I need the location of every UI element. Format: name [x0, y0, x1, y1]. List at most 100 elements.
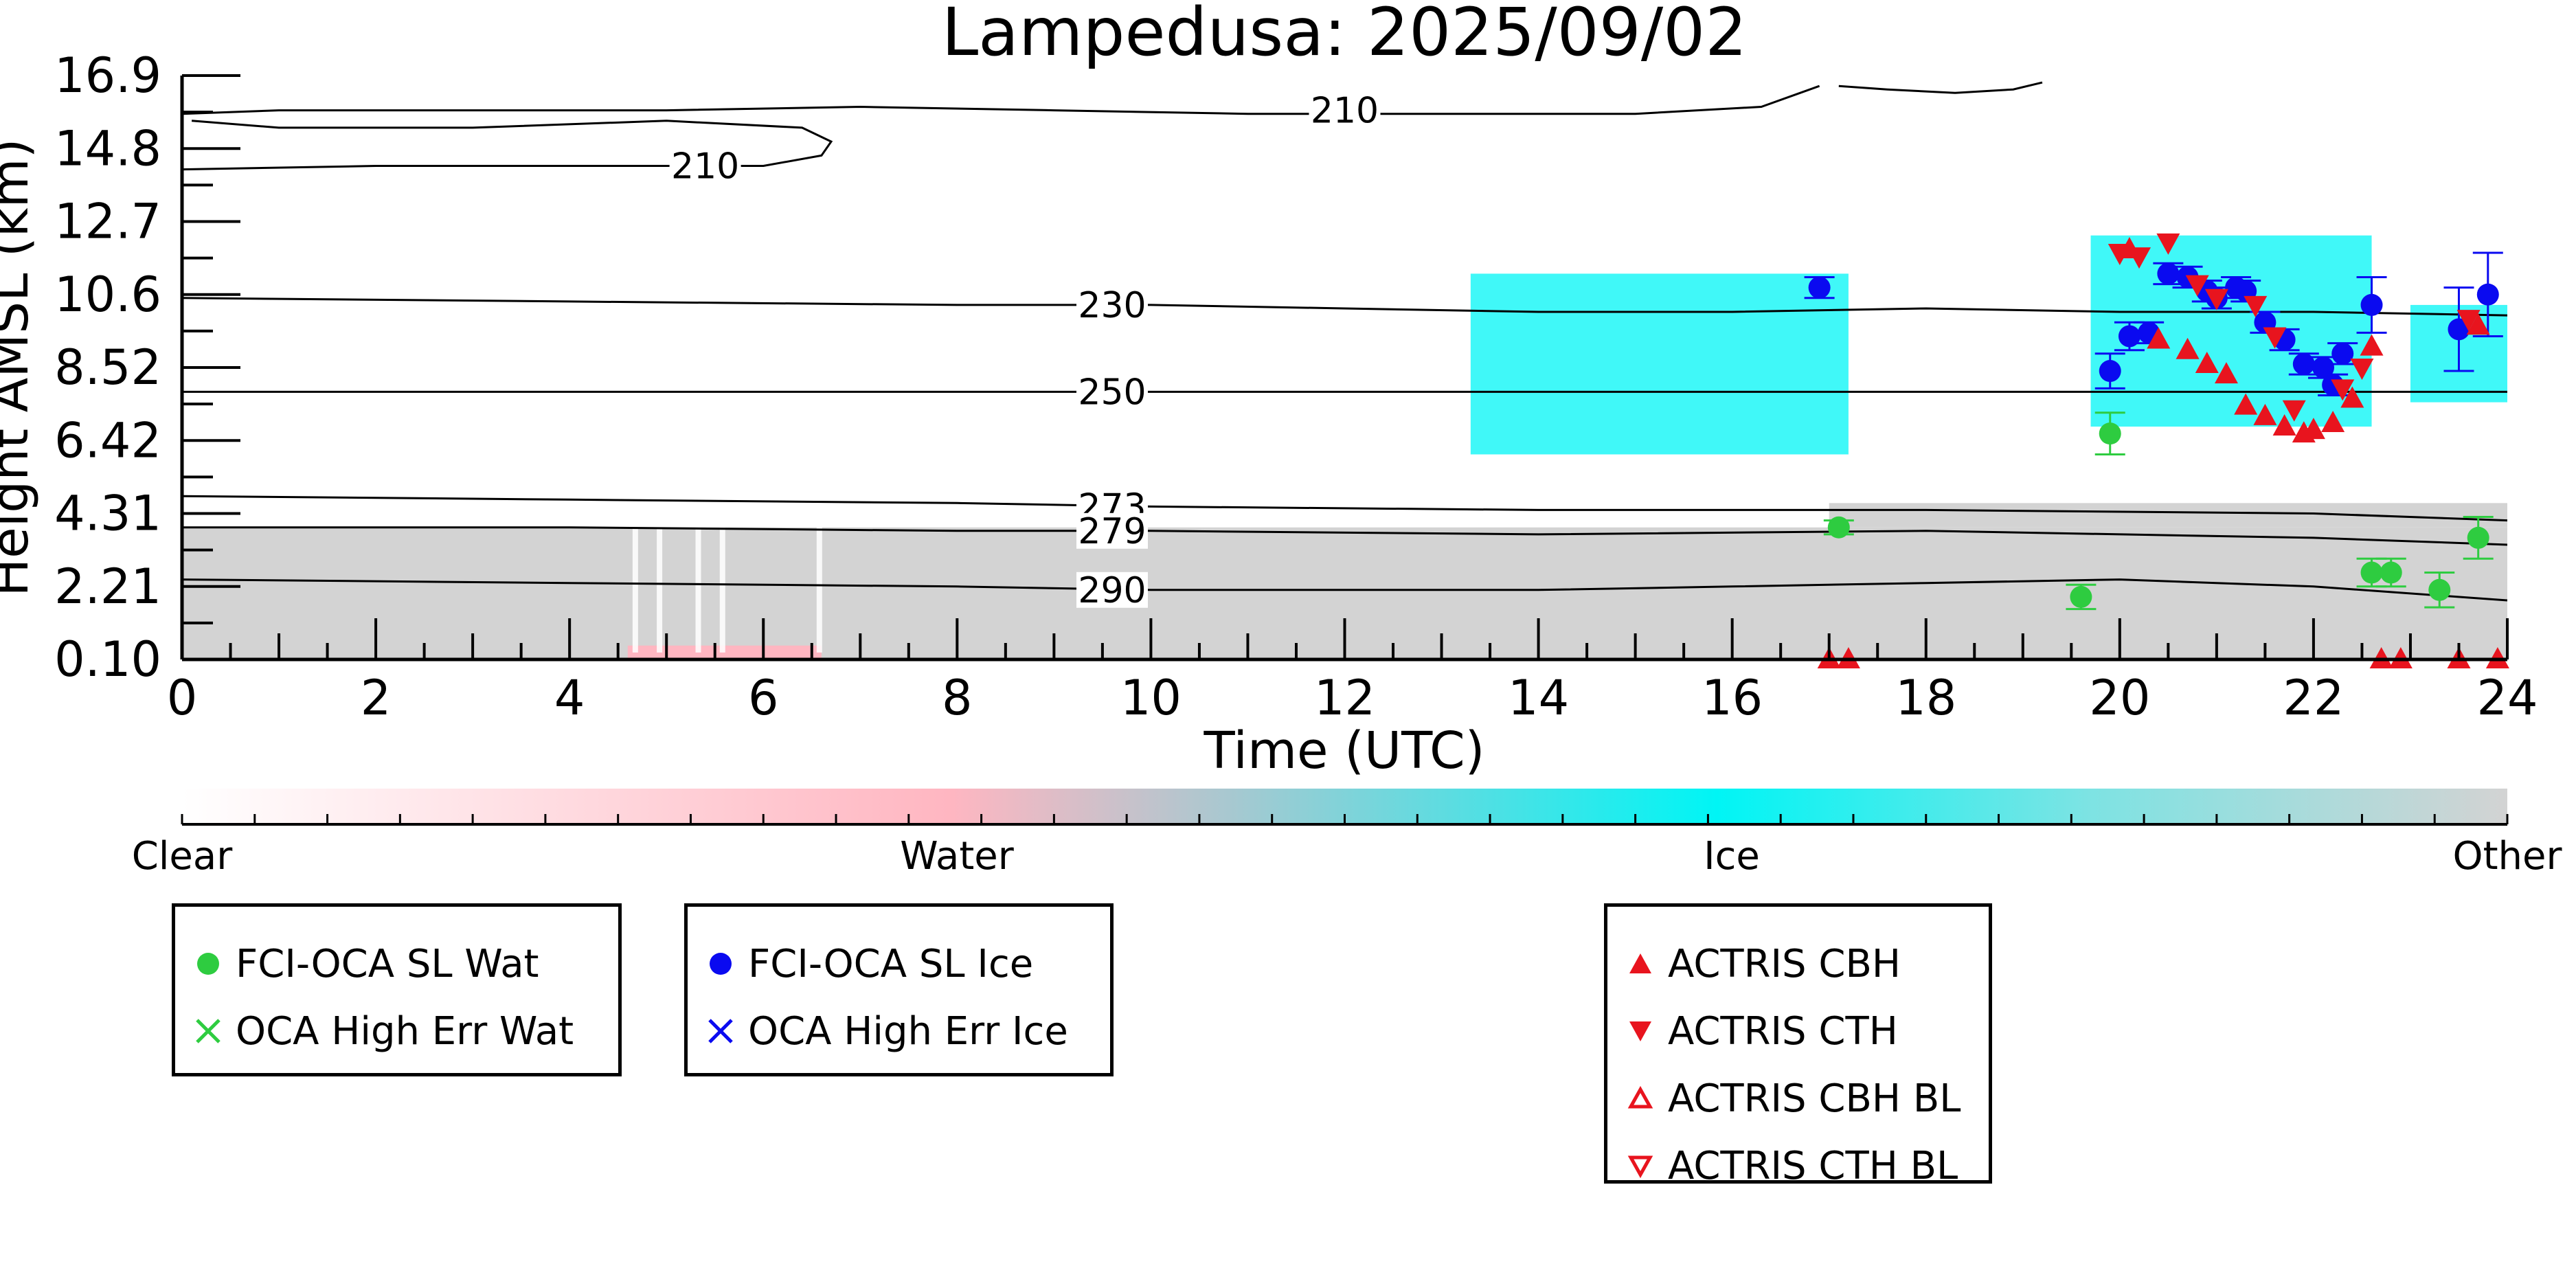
point-actris-cbh	[2234, 393, 2258, 415]
x-tick-label: 6	[748, 670, 779, 726]
y-tick-label: 6.42	[54, 412, 161, 468]
red-triangle-up-open-icon	[1627, 1085, 1653, 1109]
point-actris-cth	[2127, 247, 2151, 269]
point-fci-oca-sl-ice	[2292, 352, 2315, 375]
contour-label-bg	[669, 148, 741, 184]
contour-label-210: 210	[1311, 91, 1379, 132]
legend-item-actris-cth-bl: ACTRIS CTH BL	[1625, 1132, 1971, 1199]
x-tick-label: 10	[1120, 670, 1182, 726]
point-fci-oca-sl-ice	[2331, 342, 2354, 365]
x-tick-label: 16	[1702, 670, 1763, 726]
contour-line-210	[182, 84, 1820, 115]
legend-label: ACTRIS CBH BL	[1668, 1076, 1961, 1121]
y-tick-label: 16.9	[54, 47, 161, 104]
chart-title: Lampedusa: 2025/09/02	[942, 0, 1748, 71]
y-tick-label: 4.31	[54, 486, 161, 542]
contour-line-210	[182, 120, 833, 171]
point-actris-cbh	[2214, 362, 2238, 384]
contour-line-273	[182, 495, 2507, 522]
x-tick-label: 14	[1508, 670, 1569, 726]
x-tick-label: 8	[942, 670, 973, 726]
data-gap	[657, 527, 663, 653]
point-actris-cth	[2331, 379, 2355, 401]
contour-label-bg	[1076, 512, 1148, 549]
legend-item-actris-cth: ACTRIS CTH	[1625, 997, 1971, 1065]
contour-label-279: 279	[1078, 511, 1146, 552]
legend-label: ACTRIS CTH	[1668, 1008, 1898, 1054]
point-fci-oca-sl-ice	[2099, 360, 2121, 383]
point-actris-cth	[2204, 289, 2228, 310]
point-actris-cbh	[2147, 327, 2171, 349]
data-gap	[632, 527, 638, 653]
point-actris-cbh	[2272, 414, 2296, 436]
point-actris-cth	[2350, 359, 2374, 380]
point-fci-oca-sl-ice	[2476, 283, 2499, 306]
point-fci-oca-sl-wat	[2428, 578, 2451, 601]
y-tick-label: 8.52	[54, 339, 161, 396]
point-actris-cbh	[2321, 410, 2345, 432]
point-actris-cth	[2282, 400, 2306, 422]
point-actris-cth	[2244, 295, 2268, 317]
legend-actris: ACTRIS CBH ACTRIS CTH ACTRIS CBH BL ACTR…	[1604, 903, 1992, 1188]
contour-line-210	[1838, 81, 2043, 94]
legend-item-oca-high-err-wat: OCA High Err Wat	[193, 997, 600, 1065]
x-tick-label: 18	[1895, 670, 1956, 726]
y-tick-label: 0.10	[54, 631, 161, 688]
legend-ice: FCI-OCA SL Ice OCA High Err Ice	[684, 903, 1114, 1076]
point-actris-cbh	[2340, 386, 2364, 408]
point-fci-oca-sl-wat	[2070, 585, 2092, 608]
legend-label: FCI-OCA SL Ice	[748, 941, 1034, 986]
point-actris-cth	[2156, 233, 2180, 255]
point-actris-cth	[2185, 275, 2209, 297]
contour-label-290: 290	[1078, 570, 1146, 611]
legend-item-actris-cbh-bl: ACTRIS CBH BL	[1625, 1065, 1971, 1132]
x-tick-label: 22	[2283, 670, 2344, 726]
data-gap	[719, 527, 725, 653]
point-fci-oca-sl-ice	[1808, 276, 1831, 299]
legend-water: FCI-OCA SL Wat OCA High Err Wat	[172, 903, 622, 1076]
y-tick-label: 14.8	[54, 120, 161, 177]
blue-circle-icon	[710, 953, 732, 975]
point-actris-cbh	[2253, 403, 2277, 425]
contour-line-290	[182, 578, 2507, 602]
colorbar-label-other: Other	[2452, 834, 2562, 879]
red-triangle-down-icon	[1629, 1021, 1651, 1041]
colorbar-ticks	[181, 814, 2509, 824]
y-tick-label: 10.6	[54, 267, 161, 323]
point-fci-oca-sl-ice	[2118, 325, 2140, 348]
point-actris-cbh	[2195, 351, 2219, 373]
x-tick-label: 4	[554, 670, 585, 726]
point-actris-cbh	[2360, 334, 2384, 356]
point-actris-cbh	[2176, 337, 2200, 359]
x-ticks: 0 2 4 6 8 10 12 14 16 18 20 22 24	[167, 618, 2538, 726]
legend-label: OCA High Err Ice	[748, 1008, 1068, 1054]
legend-label: FCI-OCA SL Wat	[236, 941, 539, 986]
point-fci-oca-sl-wat	[2467, 526, 2489, 549]
point-actris-cbh	[2466, 313, 2490, 335]
legend-item-oca-high-err-ice: OCA High Err Ice	[705, 997, 1092, 1065]
point-fci-oca-sl-wat	[2380, 561, 2402, 584]
point-actris-cth	[2263, 327, 2287, 349]
y-axis-label: Height AMSL (km)	[0, 138, 40, 596]
green-circle-icon	[197, 953, 219, 975]
red-triangle-up-icon	[1629, 953, 1651, 973]
contour-label-230: 230	[1078, 285, 1146, 326]
y-tick-label: 2.21	[54, 558, 161, 615]
x-axis-label: Time (UTC)	[1203, 721, 1484, 780]
colorbar-label-clear: Clear	[132, 834, 233, 879]
contour-label-bg	[1076, 374, 1148, 410]
x-tick-label: 2	[361, 670, 392, 726]
legend-item-fci-oca-sl-wat: FCI-OCA SL Wat	[193, 930, 600, 997]
point-actris-cth	[2108, 244, 2132, 266]
point-fci-oca-sl-wat	[2099, 422, 2121, 445]
point-fci-oca-sl-ice	[2312, 357, 2335, 379]
x-tick-label: 24	[2476, 670, 2538, 726]
region-ice	[1470, 273, 1849, 455]
contour-line-230	[182, 297, 2507, 317]
retrieval-markers	[1804, 233, 2509, 668]
legend-label: ACTRIS CTH BL	[1668, 1143, 1958, 1188]
blue-x-icon	[708, 1019, 733, 1043]
point-fci-oca-sl-wat	[1827, 516, 1850, 539]
point-actris-cth	[2456, 310, 2481, 332]
